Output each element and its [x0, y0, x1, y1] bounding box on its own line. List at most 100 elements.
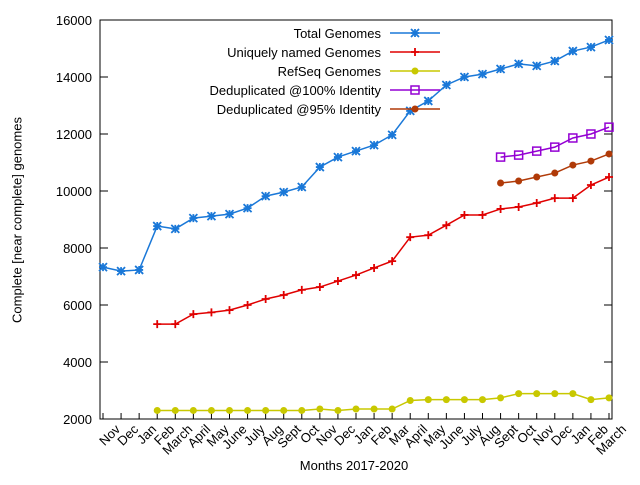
- point: [153, 406, 161, 414]
- point: [497, 394, 505, 402]
- x-axis-label: Months 2017-2020: [300, 458, 408, 473]
- point: [406, 233, 415, 242]
- point: [551, 169, 559, 177]
- point: [244, 406, 252, 414]
- plot-frame: [99, 19, 613, 420]
- point: [279, 291, 288, 300]
- y-tick-label: 4000: [63, 355, 92, 370]
- point: [424, 396, 432, 404]
- point: [153, 320, 162, 329]
- point: [460, 396, 468, 404]
- point: [514, 59, 524, 69]
- point: [423, 96, 433, 106]
- point: [369, 140, 379, 150]
- point: [605, 150, 613, 158]
- legend-label: Uniquely named Genomes: [227, 45, 381, 60]
- y-tick-label: 10000: [56, 184, 92, 199]
- series: [153, 390, 613, 414]
- point: [352, 405, 360, 413]
- point: [586, 129, 596, 139]
- point: [262, 406, 270, 414]
- point: [116, 266, 126, 276]
- legend-marker: [411, 48, 419, 56]
- legend-label: Deduplicated @100% Identity: [210, 83, 382, 98]
- point: [261, 191, 271, 201]
- point: [207, 308, 216, 317]
- series: [98, 35, 614, 276]
- y-tick-label: 8000: [63, 241, 92, 256]
- legend-marker: [410, 85, 420, 95]
- point: [316, 405, 324, 413]
- point: [333, 277, 342, 286]
- point: [243, 301, 252, 309]
- point: [604, 122, 614, 132]
- series: [153, 173, 613, 329]
- y-tick-label: 2000: [63, 412, 92, 427]
- point: [569, 390, 577, 398]
- point: [224, 209, 235, 219]
- y-tick-label: 16000: [56, 13, 92, 28]
- legend-label: Total Genomes: [294, 26, 382, 41]
- point: [134, 265, 144, 275]
- point: [279, 187, 289, 197]
- point: [586, 42, 596, 52]
- point: [586, 181, 595, 190]
- point: [605, 173, 613, 182]
- y-axis-label: Complete [near complete] genomes: [9, 117, 24, 323]
- point: [604, 35, 614, 45]
- point: [513, 150, 524, 160]
- point: [280, 406, 288, 414]
- point: [334, 406, 342, 414]
- point: [189, 310, 198, 319]
- point: [207, 406, 215, 414]
- legend-marker: [411, 67, 419, 75]
- point: [514, 202, 523, 211]
- point: [605, 394, 613, 402]
- legend-marker: [411, 105, 419, 113]
- point: [388, 405, 396, 413]
- series: [495, 122, 614, 162]
- point: [568, 194, 577, 203]
- point: [206, 211, 217, 221]
- series-line: [500, 126, 610, 158]
- point: [532, 61, 542, 71]
- legend-label: RefSeq Genomes: [278, 64, 382, 79]
- point: [226, 406, 233, 414]
- point: [242, 203, 253, 213]
- point: [569, 161, 577, 169]
- series-line: [157, 176, 610, 325]
- point: [225, 306, 234, 315]
- point: [551, 390, 559, 398]
- point: [515, 390, 523, 398]
- point: [406, 396, 414, 404]
- point: [170, 224, 180, 234]
- point: [188, 213, 198, 223]
- point: [550, 56, 560, 66]
- point: [171, 406, 179, 414]
- point: [587, 157, 595, 165]
- point: [352, 271, 360, 280]
- point: [533, 390, 541, 398]
- point: [442, 396, 450, 404]
- point: [478, 210, 487, 219]
- point: [297, 182, 307, 192]
- point: [298, 406, 306, 414]
- point: [479, 396, 486, 404]
- point: [497, 179, 505, 187]
- point: [152, 221, 162, 231]
- point: [477, 69, 488, 79]
- point: [370, 405, 378, 413]
- point: [333, 152, 343, 162]
- point: [550, 194, 559, 203]
- legend-marker: [410, 28, 420, 38]
- point: [442, 221, 451, 230]
- point: [98, 262, 108, 272]
- legend-label: Deduplicated @95% Identity: [217, 102, 382, 117]
- point: [460, 210, 469, 219]
- point: [388, 257, 397, 266]
- point: [495, 152, 506, 162]
- point: [568, 133, 578, 143]
- y-tick-label: 14000: [56, 70, 92, 85]
- point: [441, 80, 451, 90]
